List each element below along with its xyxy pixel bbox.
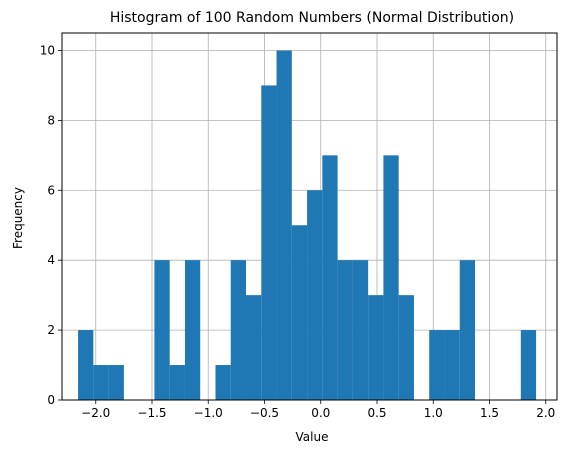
histogram-bar	[184, 260, 201, 400]
histogram-bar	[383, 155, 399, 400]
histogram-bar	[78, 330, 94, 400]
x-axis-label: Value	[296, 430, 329, 444]
histogram-bar	[154, 260, 170, 400]
x-tick-label: 2.0	[536, 406, 555, 420]
histogram-bar	[368, 295, 384, 400]
axis-ticks: −2.0 −1.5 −1.0 −0.5 0.0 0.5 1.0 1.5 2.0 0 2 4 6 8 10	[40, 43, 556, 420]
histogram-bar	[429, 330, 445, 400]
y-tick-label: 2	[47, 323, 55, 337]
histogram-bar	[291, 225, 308, 400]
x-tick-label: 1.5	[480, 406, 499, 420]
histogram-bar	[322, 155, 338, 400]
y-axis-label: Frequency	[11, 187, 25, 249]
histogram-bar	[520, 330, 537, 400]
histogram-bar	[261, 85, 277, 400]
x-tick-label: 0.5	[367, 406, 386, 420]
y-tick-label: 0	[47, 393, 55, 407]
histogram-bar	[215, 365, 231, 400]
bars	[78, 50, 537, 400]
chart-title: Histogram of 100 Random Numbers (Normal …	[110, 10, 514, 26]
histogram-bar	[276, 50, 292, 400]
plot-frame	[61, 32, 558, 401]
y-tick-label: 6	[47, 183, 55, 197]
histogram-bar	[169, 365, 185, 400]
histogram-bar	[108, 365, 124, 400]
y-tick-label: 4	[47, 253, 55, 267]
y-tick-label: 8	[47, 113, 55, 127]
histogram-bar	[93, 365, 109, 400]
histogram-bar	[230, 260, 247, 400]
x-tick-label: 0.0	[311, 406, 330, 420]
x-tick-label: −2.0	[81, 406, 110, 420]
x-tick-label: −1.0	[194, 406, 223, 420]
x-tick-label: −1.5	[137, 406, 166, 420]
y-tick-label: 10	[40, 43, 55, 57]
histogram-bar	[307, 190, 323, 400]
x-tick-label: 1.0	[424, 406, 443, 420]
histogram-bar	[246, 295, 262, 400]
histogram-bar	[459, 260, 476, 400]
histogram-bar	[444, 330, 460, 400]
histogram-bar	[398, 295, 414, 400]
x-tick-label: −0.5	[250, 406, 279, 420]
histogram-bar	[352, 260, 369, 400]
histogram-bar	[337, 260, 353, 400]
